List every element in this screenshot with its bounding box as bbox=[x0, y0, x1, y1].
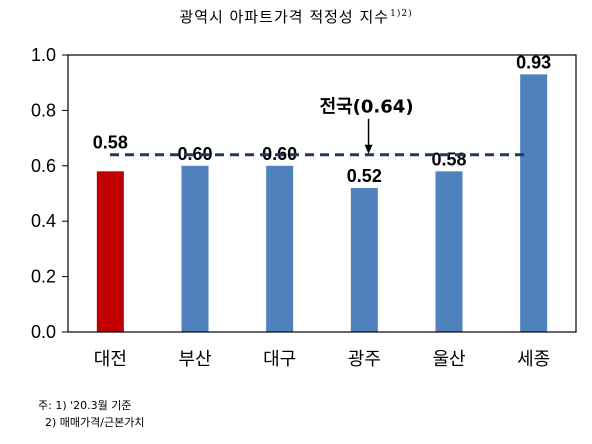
x-tick-label: 광주 bbox=[348, 349, 381, 370]
y-tick-label: 1.0 bbox=[31, 45, 56, 65]
bar bbox=[435, 171, 463, 332]
y-tick-label: 0.2 bbox=[31, 267, 56, 287]
x-tick-label: 대전 bbox=[94, 349, 127, 370]
bar bbox=[96, 171, 124, 332]
bar bbox=[520, 74, 548, 332]
data-labels: 0.580.60 0.600.520.580.93 bbox=[93, 52, 551, 186]
data-label: 0.60 bbox=[177, 144, 212, 164]
y-axis: 0.0 0.2 0.4 0.6 0.8 1.0 bbox=[31, 45, 68, 342]
footnote-1: 주: 1) '20.3월 기준 bbox=[38, 399, 132, 412]
y-tick-label: 0.4 bbox=[31, 211, 56, 231]
data-label: 0.52 bbox=[347, 166, 382, 186]
y-tick-label: 0.0 bbox=[31, 322, 56, 342]
reference-line-label: 전국(0.64) bbox=[320, 97, 414, 118]
bar-chart: 0.00.20.40.60.81.0 0.580.60 0.600.520.580… bbox=[31, 45, 577, 370]
footnotes: 주: 1) '20.3월 기준 2) 매매가격/근본가치 bbox=[38, 397, 144, 431]
plot-area-frame bbox=[67, 54, 577, 333]
bar bbox=[350, 187, 378, 332]
chart-title-text: 광역시 아파트가격 적정성 지수 bbox=[179, 8, 390, 26]
chart-title: 광역시 아파트가격 적정성 지수1)2) bbox=[0, 6, 592, 27]
x-tick-label: 울산 bbox=[432, 349, 465, 370]
data-label: 0.58 bbox=[431, 149, 466, 169]
footnote-2: 2) 매매가격/근본가치 bbox=[38, 416, 145, 429]
reference-line-group: 전국(0.64) bbox=[110, 97, 530, 157]
y-tick-label: 0.6 bbox=[31, 156, 56, 176]
x-tick-label: 세종 bbox=[517, 349, 550, 370]
x-axis: 대전 부산 대구 광주 울산 세종 bbox=[94, 349, 550, 370]
data-label: 0.93 bbox=[516, 52, 551, 72]
x-tick-label: 부산 bbox=[178, 349, 211, 370]
bars bbox=[96, 74, 548, 332]
x-tick-label: 대구 bbox=[263, 349, 296, 370]
data-label: 0.58 bbox=[93, 133, 128, 153]
bar bbox=[181, 165, 209, 332]
y-tick-label: 0.8 bbox=[31, 100, 56, 120]
chart-title-superscript: 1)2) bbox=[390, 9, 413, 19]
reference-arrow-head bbox=[364, 144, 373, 154]
bar bbox=[266, 165, 294, 332]
